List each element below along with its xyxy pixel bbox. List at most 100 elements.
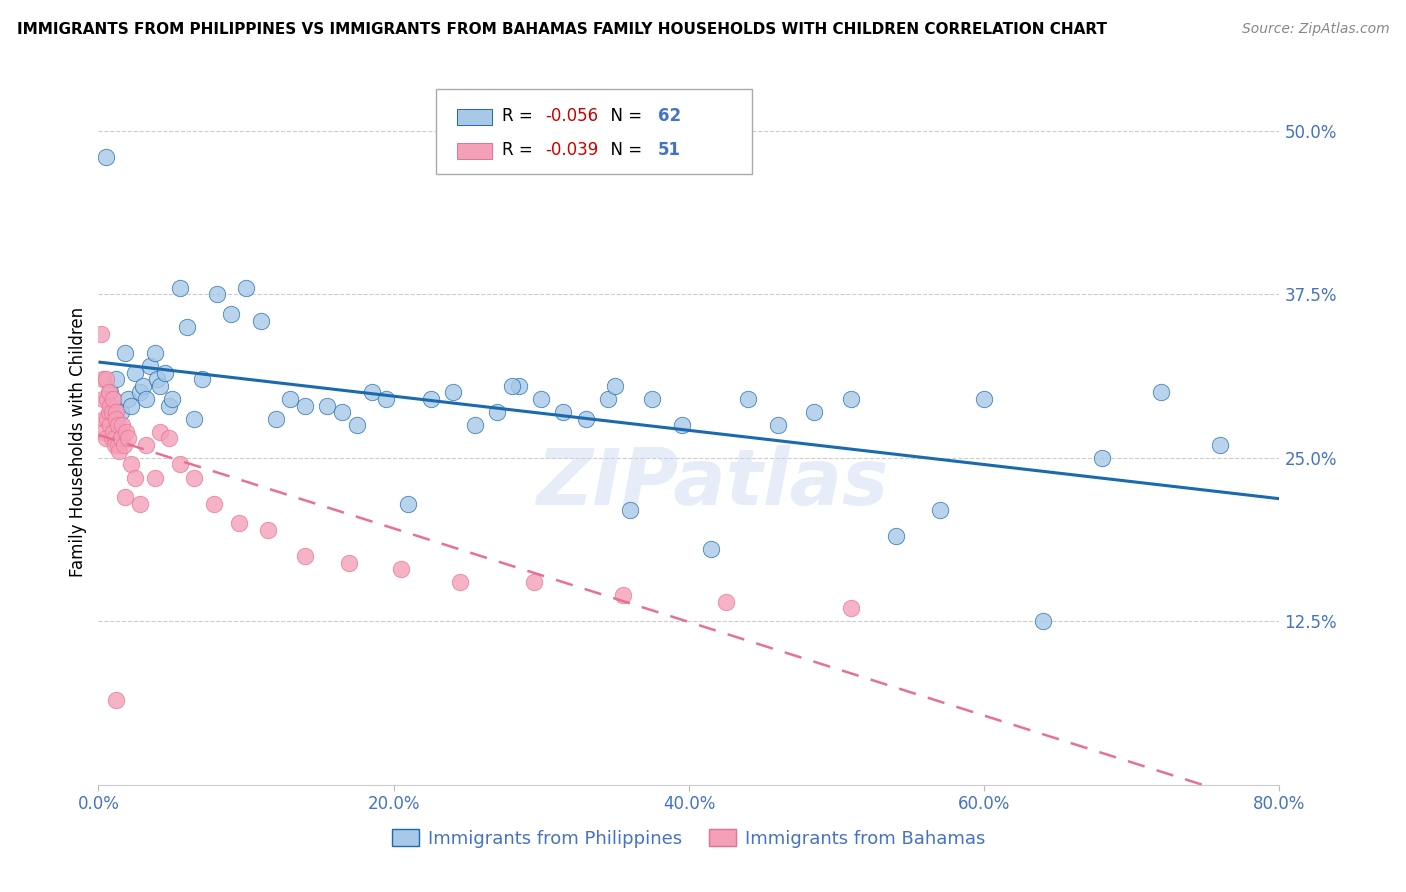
Point	[264, 411, 287, 425]
Point	[103, 392, 125, 406]
Point	[135, 438, 157, 452]
Point	[375, 392, 398, 406]
Point	[108, 444, 131, 458]
Point	[250, 313, 273, 327]
Point	[104, 438, 127, 452]
Point	[100, 431, 122, 445]
Point	[98, 385, 121, 400]
Text: R =: R =	[502, 141, 538, 159]
Point	[619, 503, 641, 517]
Point	[128, 385, 150, 400]
Point	[96, 392, 118, 406]
Point	[575, 411, 598, 425]
Point	[110, 431, 132, 445]
Point	[132, 379, 155, 393]
Text: IMMIGRANTS FROM PHILIPPINES VS IMMIGRANTS FROM BAHAMAS FAMILY HOUSEHOLDS WITH CH: IMMIGRANTS FROM PHILIPPINES VS IMMIGRANT…	[17, 22, 1107, 37]
Point	[135, 392, 157, 406]
Point	[346, 418, 368, 433]
Point	[330, 405, 353, 419]
Point	[117, 431, 139, 445]
Point	[157, 431, 180, 445]
Point	[191, 372, 214, 386]
Point	[202, 497, 225, 511]
Point	[91, 372, 114, 386]
Point	[93, 411, 115, 425]
Point	[143, 470, 166, 484]
Point	[1091, 450, 1114, 465]
Point	[98, 418, 121, 433]
Point	[143, 346, 166, 360]
Point	[464, 418, 486, 433]
Point	[124, 366, 146, 380]
Point	[398, 497, 420, 511]
Point	[929, 503, 952, 517]
Point	[111, 418, 134, 433]
Point	[1209, 438, 1232, 452]
Point	[120, 399, 142, 413]
Point	[714, 595, 737, 609]
Point	[389, 562, 412, 576]
Point	[149, 379, 172, 393]
Point	[766, 418, 789, 433]
Point	[841, 392, 863, 406]
Point	[700, 542, 723, 557]
Point	[612, 588, 634, 602]
Point	[1032, 615, 1054, 629]
Text: 62: 62	[658, 107, 681, 125]
Point	[114, 490, 136, 504]
Text: N =: N =	[600, 141, 648, 159]
Point	[419, 392, 441, 406]
Point	[157, 399, 180, 413]
Text: R =: R =	[502, 107, 538, 125]
Point	[90, 326, 112, 341]
Point	[117, 392, 139, 406]
Point	[169, 458, 191, 472]
Point	[884, 529, 907, 543]
Point	[124, 470, 146, 484]
Point	[316, 399, 339, 413]
Point	[294, 549, 316, 563]
Point	[596, 392, 619, 406]
Text: Source: ZipAtlas.com: Source: ZipAtlas.com	[1241, 22, 1389, 37]
Point	[91, 392, 114, 406]
Text: 51: 51	[658, 141, 681, 159]
Point	[105, 405, 128, 419]
Point	[94, 431, 117, 445]
Point	[973, 392, 995, 406]
Point	[97, 385, 120, 400]
Point	[146, 372, 169, 386]
Point	[94, 372, 117, 386]
Point	[98, 399, 121, 413]
Point	[112, 438, 135, 452]
Point	[128, 497, 150, 511]
Point	[449, 575, 471, 590]
Point	[441, 385, 464, 400]
Legend: Immigrants from Philippines, Immigrants from Bahamas: Immigrants from Philippines, Immigrants …	[385, 822, 993, 855]
Point	[105, 693, 128, 707]
Point	[104, 431, 127, 445]
Text: ZIPatlas: ZIPatlas	[537, 445, 889, 521]
Point	[1150, 385, 1173, 400]
Point	[205, 287, 228, 301]
Point	[183, 470, 205, 484]
Text: -0.039: -0.039	[546, 141, 599, 159]
Point	[641, 392, 664, 406]
Point	[96, 411, 118, 425]
Point	[105, 372, 128, 386]
Point	[115, 425, 138, 439]
Point	[103, 392, 125, 406]
Point	[169, 281, 191, 295]
Point	[221, 307, 243, 321]
Point	[508, 379, 530, 393]
Point	[235, 281, 257, 295]
Point	[280, 392, 302, 406]
Point	[97, 405, 120, 419]
Point	[114, 346, 136, 360]
Point	[530, 392, 553, 406]
Point	[605, 379, 627, 393]
Point	[120, 458, 142, 472]
Point	[841, 601, 863, 615]
Point	[360, 385, 382, 400]
Point	[100, 405, 122, 419]
Point	[523, 575, 546, 590]
